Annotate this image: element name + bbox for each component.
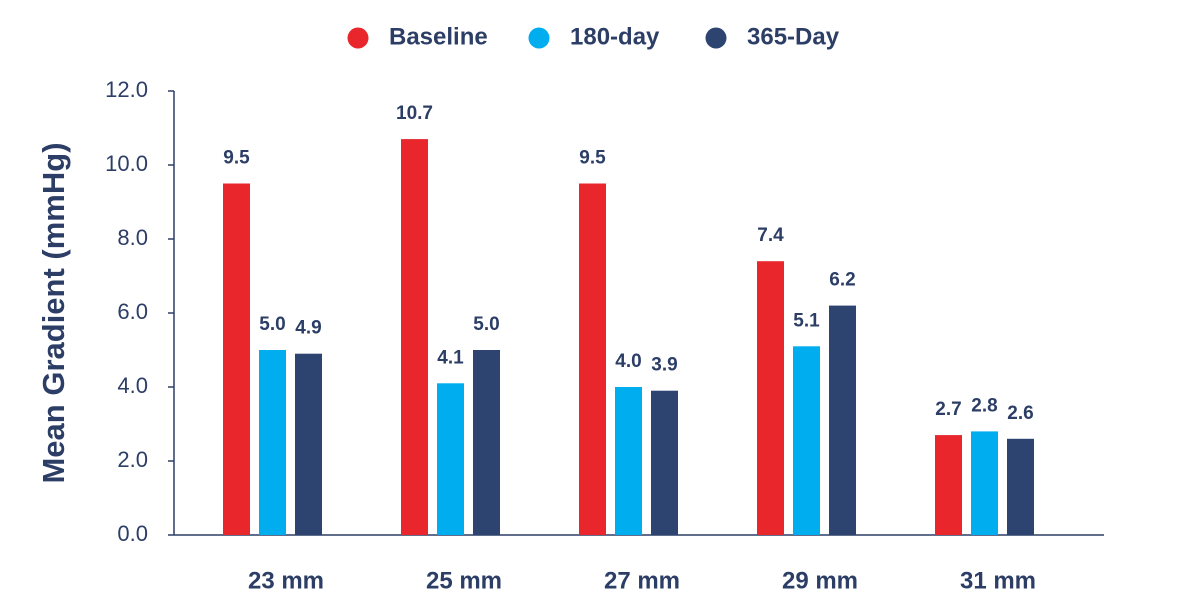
bar-3-4 — [829, 305, 856, 535]
bar-2-4 — [793, 346, 820, 535]
data-label: 2.6 — [1007, 403, 1033, 424]
y-axis: 0.0 2.0 4.0 6.0 8.0 10.0 12.0 — [105, 77, 175, 546]
data-label: 7.4 — [757, 225, 784, 246]
y-tick-label: 4.0 — [117, 373, 148, 398]
bar-1-5 — [935, 435, 962, 535]
bar-2-5 — [971, 431, 998, 535]
bar-3-2 — [473, 350, 500, 535]
legend-label-3: 365-Day — [747, 23, 840, 50]
y-tick-label: 12.0 — [105, 77, 148, 102]
x-category-label: 23 mm — [248, 567, 324, 594]
bar-1-2 — [401, 139, 428, 535]
bar-2-3 — [615, 387, 642, 535]
chart-legend: Baseline 180-day 365-Day — [347, 23, 840, 50]
data-label: 9.5 — [223, 148, 250, 169]
y-tick-label: 0.0 — [117, 521, 148, 546]
bar-1-4 — [757, 261, 784, 535]
legend-label-2: 180-day — [570, 23, 660, 50]
data-label: 5.1 — [793, 310, 820, 331]
data-label-group: 9.5 10.7 9.5 7.4 2.7 5.0 4.1 4.0 5.1 2.8 4.9 5.0 3.9… — [223, 103, 1033, 424]
legend-marker-1 — [347, 27, 369, 49]
x-category-label: 27 mm — [604, 567, 680, 594]
y-tick-label: 8.0 — [117, 225, 148, 250]
data-label: 2.8 — [971, 395, 997, 416]
bar-2-1 — [259, 350, 286, 535]
data-label: 3.9 — [651, 355, 677, 376]
bar-3-5 — [1007, 438, 1034, 535]
data-label: 2.7 — [935, 399, 961, 420]
data-label: 5.0 — [473, 314, 499, 335]
y-tick-label: 10.0 — [105, 151, 148, 176]
y-tick-label: 6.0 — [117, 299, 148, 324]
x-category-label: 25 mm — [426, 567, 502, 594]
legend-marker-2 — [528, 27, 550, 49]
x-category-label: 29 mm — [782, 567, 858, 594]
data-label: 4.1 — [437, 347, 464, 368]
data-label: 6.2 — [829, 270, 855, 291]
data-label: 10.7 — [396, 103, 433, 124]
bar-2-2 — [437, 383, 464, 535]
x-category-label: 31 mm — [960, 567, 1036, 594]
data-label: 4.0 — [615, 351, 641, 372]
bar-series-group — [223, 139, 1034, 535]
x-axis: 23 mm 25 mm 27 mm 29 mm 31 mm — [174, 534, 1104, 594]
y-axis-title: Mean Gradient (mmHg) — [36, 142, 71, 483]
bar-3-3 — [651, 390, 678, 535]
data-label: 9.5 — [579, 148, 606, 169]
bar-3-1 — [295, 353, 322, 535]
y-tick-label: 2.0 — [117, 447, 148, 472]
legend-marker-3 — [705, 27, 727, 49]
bar-1-1 — [223, 183, 250, 535]
data-label: 4.9 — [295, 318, 321, 339]
legend-label-1: Baseline — [389, 23, 488, 50]
data-label: 5.0 — [259, 314, 285, 335]
bar-1-3 — [579, 183, 606, 535]
